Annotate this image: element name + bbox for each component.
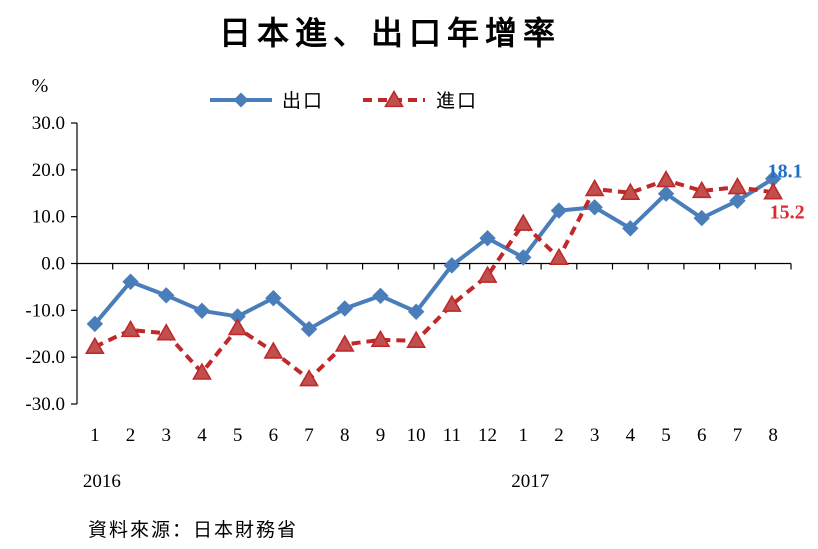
chart-title: 日本進、出口年增率: [219, 14, 561, 52]
data-point: [86, 315, 104, 333]
series-layer: [84, 170, 784, 387]
x-tick-label: 3: [590, 425, 600, 446]
year-label: 2017: [511, 471, 549, 492]
data-point: [763, 182, 784, 200]
data-point: [84, 336, 105, 355]
x-tick-label: 3: [162, 425, 172, 446]
y-tick-label: 0.0: [41, 254, 65, 275]
x-tick-label: 5: [661, 425, 671, 446]
year-label: 2016: [83, 471, 121, 492]
data-point: [622, 220, 639, 237]
data-point: [441, 294, 462, 312]
data-point: [193, 302, 211, 320]
data-point: [192, 362, 212, 380]
y-tick-label: -20.0: [25, 347, 65, 368]
data-point: [156, 323, 177, 341]
data-point: [513, 213, 534, 231]
data-point: [586, 199, 603, 216]
data-point: [122, 273, 139, 290]
data-point: [372, 287, 389, 305]
x-tick-label: 11: [443, 425, 461, 446]
x-tick-label: 7: [304, 425, 314, 446]
x-tick-label: 9: [376, 425, 386, 446]
legend-marker-import: [384, 89, 404, 108]
legend-label-import: 進口: [436, 90, 478, 112]
x-tick-label: 12: [478, 425, 497, 446]
x-tick-label: 6: [269, 425, 279, 446]
data-point: [227, 318, 248, 336]
data-point: [549, 247, 569, 266]
data-point: [443, 257, 461, 274]
y-tick-label: 20.0: [32, 160, 65, 181]
data-point: [479, 230, 496, 247]
data-point: [550, 202, 568, 219]
x-tick-label: 8: [768, 425, 778, 446]
data-point: [370, 329, 391, 348]
data-point: [729, 192, 746, 209]
data-point: [515, 249, 532, 266]
data-point: [620, 182, 641, 200]
y-tick-label: 10.0: [32, 207, 65, 228]
legend-label-export: 出口: [282, 90, 324, 112]
data-point: [336, 300, 353, 317]
data-point: [120, 319, 141, 338]
data-point: [656, 170, 676, 188]
legend-marker-export: [233, 92, 249, 108]
x-tick-label: 4: [626, 425, 636, 446]
data-point: [263, 341, 284, 359]
x-tick-label: 6: [697, 425, 707, 446]
data-point: [691, 180, 712, 199]
x-tick-label: 2: [554, 425, 564, 446]
data-point: [477, 265, 498, 283]
x-tick-label: 1: [519, 425, 529, 446]
end-label-export: 18.1: [768, 161, 803, 183]
end-label-import: 15.2: [770, 201, 805, 223]
x-tick-label: 4: [197, 425, 207, 446]
series-import: [84, 170, 784, 387]
source-note: 資料來源：日本財務省: [88, 519, 298, 541]
x-tick-label: 8: [340, 425, 350, 446]
data-point: [657, 185, 675, 202]
y-unit-label: %: [32, 75, 49, 97]
data-point: [406, 330, 427, 348]
x-tick-label: 2: [126, 425, 136, 446]
legend: 出口 進口: [210, 89, 478, 112]
end-labels: 18.1 15.2: [768, 161, 805, 224]
x-tick-label: 1: [90, 425, 100, 446]
y-tick-label: -10.0: [25, 300, 65, 321]
data-point: [299, 369, 319, 387]
data-point: [265, 289, 282, 307]
y-tick-label: -30.0: [25, 394, 65, 415]
data-point: [334, 334, 355, 352]
data-point: [727, 177, 748, 195]
x-tick-label: 7: [733, 425, 743, 446]
y-tick-label: 30.0: [32, 113, 65, 134]
series-export: [86, 170, 782, 338]
x-tick-label: 5: [233, 425, 243, 446]
data-point: [584, 178, 605, 197]
data-point: [158, 287, 175, 304]
series-line: [93, 177, 775, 332]
data-point: [300, 320, 318, 338]
data-point: [407, 303, 425, 320]
data-point: [693, 209, 710, 227]
series-line: [93, 178, 774, 382]
x-tick-label: 10: [407, 425, 426, 446]
axes: 30.020.010.00.0-10.0-20.0-30.01 2 3 4 5 6 7 8 9 1…: [25, 113, 792, 492]
